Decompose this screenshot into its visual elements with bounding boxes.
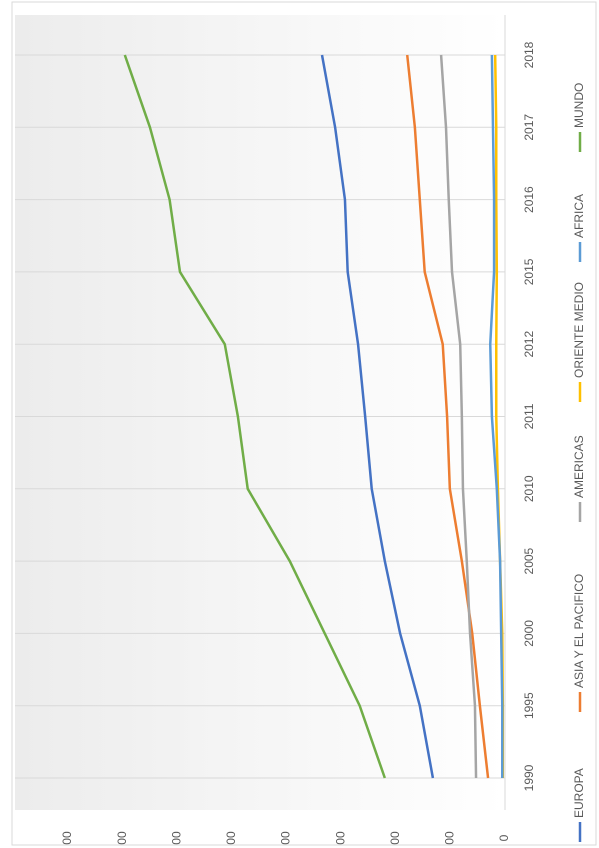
legend-label: MUNDO [572,83,586,128]
x-tick-label: 1995 [522,692,536,719]
x-tick-label: 2012 [522,331,536,358]
x-tick-label: 2011 [522,403,536,429]
y-tick-label: 00 [169,831,183,845]
legend-label: EUROPA [572,768,586,818]
y-tick-label: 00 [443,831,457,845]
x-tick-label: 2017 [522,114,536,141]
legend-label: AMERICAS [572,435,586,498]
series-line [123,54,387,779]
x-tick-label: 2018 [522,41,536,68]
x-tick-label: 2016 [522,186,536,213]
series-line [489,54,504,778]
legend-label: AFRICA [572,194,586,238]
plot-area [15,15,505,810]
x-tick-label: 2015 [522,258,536,285]
y-tick-label: 00 [333,831,347,845]
y-tick-label: 00 [388,831,402,845]
series-line [405,54,490,779]
y-tick-label: 00 [279,831,293,845]
y-tick-label: 00 [60,831,74,845]
series-line [439,54,478,779]
y-tick-label: 00 [115,831,129,845]
legend-label: ORIENTE MEDIO [572,282,586,378]
x-tick-label: 2010 [522,475,536,502]
y-tick-label: 00 [224,831,238,845]
series-line [320,54,435,779]
frame [11,1,597,846]
x-tick-label: 1990 [522,764,536,791]
y-tick-label: 0 [497,834,511,841]
x-tick-label: 2000 [522,620,536,647]
x-tick-label: 2005 [522,547,536,574]
legend-label: ASIA Y EL PACIFICO [572,574,586,688]
